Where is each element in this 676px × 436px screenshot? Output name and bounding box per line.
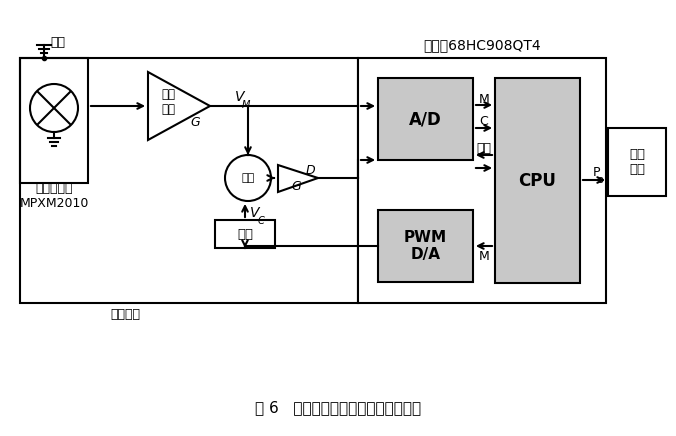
- Text: G: G: [291, 180, 301, 193]
- Text: 输出
电路: 输出 电路: [629, 148, 645, 176]
- Text: V: V: [235, 90, 245, 104]
- Text: P: P: [592, 166, 600, 178]
- Polygon shape: [278, 165, 318, 192]
- Circle shape: [225, 155, 271, 201]
- FancyBboxPatch shape: [608, 128, 666, 196]
- FancyBboxPatch shape: [378, 210, 473, 282]
- Text: A/D: A/D: [409, 110, 442, 128]
- Text: M: M: [479, 249, 489, 262]
- FancyBboxPatch shape: [215, 220, 275, 248]
- Text: 压力传感器
MPXM2010: 压力传感器 MPXM2010: [20, 182, 89, 210]
- Text: o: o: [597, 175, 603, 185]
- Text: M: M: [479, 92, 489, 106]
- Text: D: D: [305, 164, 315, 177]
- Text: CPU: CPU: [518, 171, 556, 190]
- Text: 单片机68HC908QT4: 单片机68HC908QT4: [423, 38, 541, 52]
- FancyBboxPatch shape: [358, 58, 606, 303]
- Text: C: C: [480, 115, 488, 127]
- Text: 控制: 控制: [477, 142, 491, 154]
- Text: M: M: [242, 100, 250, 110]
- Polygon shape: [148, 72, 210, 140]
- Text: 图 6   改进精度后的压力测控系统框图: 图 6 改进精度后的压力测控系统框图: [255, 401, 421, 416]
- Text: C: C: [258, 216, 264, 226]
- Text: V: V: [250, 206, 260, 220]
- Text: G: G: [190, 116, 200, 129]
- Text: PWM
D/A: PWM D/A: [404, 230, 447, 262]
- Text: 供电: 供电: [50, 35, 65, 48]
- Text: 取负: 取负: [237, 228, 253, 241]
- FancyBboxPatch shape: [495, 78, 580, 283]
- FancyBboxPatch shape: [378, 78, 473, 160]
- Text: 放大
电路: 放大 电路: [161, 88, 175, 116]
- Text: 求和: 求和: [241, 173, 255, 183]
- FancyBboxPatch shape: [20, 58, 88, 183]
- Text: 模拟部分: 模拟部分: [110, 307, 140, 320]
